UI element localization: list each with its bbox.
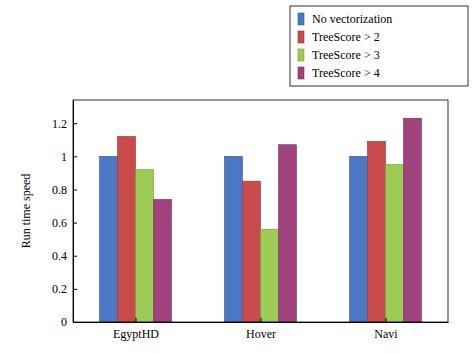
bars bbox=[100, 118, 422, 322]
y-tick-label: 0.2 bbox=[52, 282, 67, 296]
x-axis: EgyptHD Hover Navi bbox=[74, 318, 449, 341]
y-tick-label: 0.8 bbox=[52, 183, 67, 197]
y-tick-mark bbox=[73, 189, 77, 190]
x-tick: EgyptHD bbox=[113, 318, 159, 341]
legend-swatch bbox=[298, 49, 304, 61]
legend-label: TreeScore > 3 bbox=[312, 48, 380, 62]
y-tick-mark bbox=[73, 156, 77, 157]
x-tick-mark bbox=[386, 318, 387, 322]
x-tick-label: Hover bbox=[246, 327, 276, 341]
y-tick-label: 0 bbox=[61, 315, 67, 329]
bar bbox=[154, 199, 172, 322]
bar bbox=[279, 145, 297, 322]
bar bbox=[261, 229, 279, 322]
legend-box bbox=[290, 6, 468, 86]
y-tick-mark bbox=[73, 123, 77, 124]
y-tick: 1.2 bbox=[52, 117, 77, 131]
x-tick-mark bbox=[136, 318, 137, 322]
y-tick-label: 0.4 bbox=[52, 249, 67, 263]
x-tick: Hover bbox=[246, 318, 276, 341]
x-tick-label: Navi bbox=[374, 327, 398, 341]
legend-swatch bbox=[298, 13, 304, 25]
legend: No vectorization TreeScore > 2 TreeScore >… bbox=[290, 6, 468, 86]
legend-label: TreeScore > 4 bbox=[312, 66, 380, 80]
y-tick-label: 1.2 bbox=[52, 117, 67, 131]
legend-label: No vectorization bbox=[312, 12, 392, 26]
y-tick: 0.2 bbox=[52, 282, 77, 296]
bar bbox=[136, 170, 154, 322]
bar bbox=[368, 141, 386, 322]
x-tick: Navi bbox=[374, 318, 398, 341]
legend-label: TreeScore > 2 bbox=[312, 30, 380, 44]
y-tick-label: 1 bbox=[61, 150, 67, 164]
y-tick-mark bbox=[73, 289, 77, 290]
y-axis: 0 0.2 0.4 0.6 0.8 1 1.2 bbox=[52, 101, 77, 330]
y-tick-mark bbox=[73, 256, 77, 257]
bar bbox=[118, 136, 136, 322]
x-tick-mark bbox=[261, 318, 262, 322]
bar bbox=[243, 181, 261, 322]
y-tick: 1 bbox=[61, 150, 77, 164]
bar bbox=[386, 165, 404, 322]
y-axis-title: Run time speed bbox=[19, 174, 33, 249]
x-axis-line bbox=[74, 322, 449, 323]
bar bbox=[225, 156, 243, 322]
chart: 0 0.2 0.4 0.6 0.8 1 1.2 EgyptHD Hover Navi Run tim… bbox=[0, 0, 474, 353]
y-tick: 0.8 bbox=[52, 183, 77, 197]
plot-frame bbox=[73, 100, 448, 322]
x-tick-label: EgyptHD bbox=[113, 327, 159, 341]
legend-swatch bbox=[298, 67, 304, 79]
bar bbox=[350, 156, 368, 322]
y-tick-label: 0.6 bbox=[52, 216, 67, 230]
bar bbox=[100, 156, 118, 322]
y-tick: 0.4 bbox=[52, 249, 77, 263]
y-tick: 0.6 bbox=[52, 216, 77, 230]
legend-swatch bbox=[298, 31, 304, 43]
bar bbox=[404, 118, 422, 322]
y-tick-mark bbox=[73, 223, 77, 224]
